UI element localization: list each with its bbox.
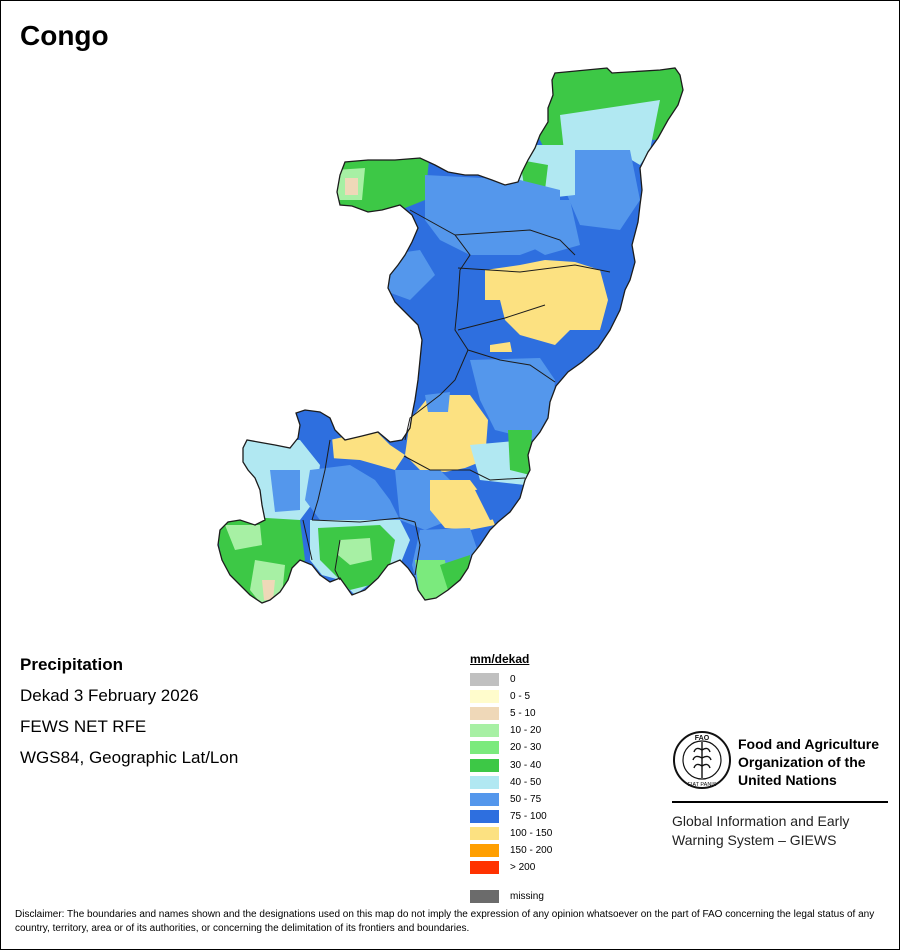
legend-label-missing: missing [510, 891, 544, 903]
legend-items: 0 0 - 5 5 - 10 10 - 20 20 - 30 30 - 40 40 - 50… [470, 671, 552, 876]
map-title: Congo [20, 20, 109, 51]
legend-label: 40 - 50 [510, 776, 542, 788]
legend: mm/dekad 0 0 - 5 5 - 10 10 - 20 20 - 30 30 - … [470, 652, 552, 905]
legend-swatch [470, 809, 499, 823]
legend-item: 40 - 50 [470, 774, 552, 791]
info-projection: WGS84, Geographic Lat/Lon [20, 748, 239, 767]
legend-item: 10 - 20 [470, 722, 552, 739]
legend-item: 30 - 40 [470, 756, 552, 773]
legend-label: > 200 [510, 862, 536, 874]
legend-swatch [470, 741, 499, 755]
legend-label: 0 - 5 [510, 691, 531, 703]
legend-swatch-missing [470, 890, 499, 904]
legend-label: 50 - 75 [510, 793, 542, 805]
legend-label: 10 - 20 [510, 725, 542, 737]
legend-label: 5 - 10 [510, 708, 536, 720]
disclaimer: Disclaimer: The boundaries and names sho… [15, 909, 875, 934]
legend-swatch [470, 758, 499, 772]
legend-label: 0 [510, 674, 516, 686]
legend-swatch [470, 707, 499, 721]
legend-label: 100 - 150 [510, 827, 553, 839]
legend-label: 30 - 40 [510, 759, 542, 771]
legend-item: 150 - 200 [470, 842, 552, 859]
legend-item: > 200 [470, 859, 552, 876]
giews-name: Global Information and Early Warning Sys… [672, 813, 850, 848]
legend-item: 100 - 150 [470, 825, 552, 842]
legend-swatch [470, 843, 499, 857]
legend-label: 75 - 100 [510, 810, 547, 822]
legend-item: 50 - 75 [470, 791, 552, 808]
fao-logo: FAO FIAT PANIS [673, 731, 731, 789]
fao-name: Food and Agriculture Organization of the… [738, 736, 880, 788]
fao-logo-motto: FIAT PANIS [687, 782, 716, 788]
info-source: FEWS NET RFE [20, 717, 147, 736]
legend-label: 150 - 200 [510, 844, 553, 856]
legend-item: 5 - 10 [470, 705, 552, 722]
fao-divider [672, 801, 888, 803]
legend-swatch [470, 861, 499, 875]
fao-logo-text: FAO [695, 735, 710, 742]
legend-item: 20 - 30 [470, 739, 552, 756]
precipitation-map [217, 67, 684, 604]
legend-label: 20 - 30 [510, 742, 542, 754]
legend-unit: mm/dekad [470, 652, 530, 666]
map-info: Precipitation Dekad 3 February 2026 FEWS… [20, 655, 238, 779]
legend-swatch [470, 724, 499, 738]
legend-swatch [470, 690, 499, 704]
legend-item-missing: missing [470, 888, 552, 905]
info-period: Dekad 3 February 2026 [20, 686, 199, 705]
info-title: Precipitation [20, 655, 123, 674]
legend-item: 0 [470, 671, 552, 688]
legend-item: 0 - 5 [470, 688, 552, 705]
legend-swatch [470, 826, 499, 840]
legend-swatch [470, 775, 499, 789]
legend-swatch [470, 792, 499, 806]
legend-item: 75 - 100 [470, 808, 552, 825]
legend-swatch [470, 673, 499, 687]
